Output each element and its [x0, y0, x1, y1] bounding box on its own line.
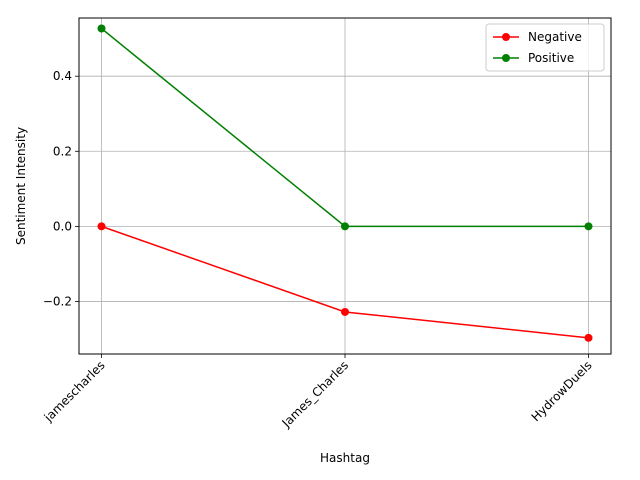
legend-box — [485, 23, 605, 72]
data-point-negative — [97, 222, 106, 231]
legend-label-negative: Negative — [528, 30, 582, 44]
data-point-positive — [97, 24, 106, 33]
legend-marker-positive — [502, 54, 510, 62]
y-tick-label: 0.0 — [53, 219, 72, 233]
legend: Negative Positive — [485, 23, 605, 72]
y-tick-label: −0.2 — [43, 294, 72, 308]
data-point-positive — [584, 222, 593, 231]
legend-marker-negative — [502, 33, 510, 41]
y-tick-label: 0.2 — [53, 144, 72, 158]
axis-ticks: jamescharles James_Charles HydrowDuels −0.2… — [41, 69, 595, 430]
x-tick-label: James_Charles — [279, 358, 351, 430]
series-layer — [97, 24, 593, 342]
x-tick-label: jamescharles — [41, 358, 108, 425]
x-axis-label: Hashtag — [320, 451, 370, 465]
data-point-negative — [584, 333, 593, 342]
x-tick-label: HydrowDuels — [529, 358, 595, 424]
y-tick-label: 0.4 — [53, 69, 72, 83]
data-point-negative — [341, 307, 349, 316]
y-axis-label: Sentiment Intensity — [14, 127, 28, 245]
data-point-positive — [341, 222, 349, 231]
legend-label-positive: Positive — [528, 51, 574, 65]
